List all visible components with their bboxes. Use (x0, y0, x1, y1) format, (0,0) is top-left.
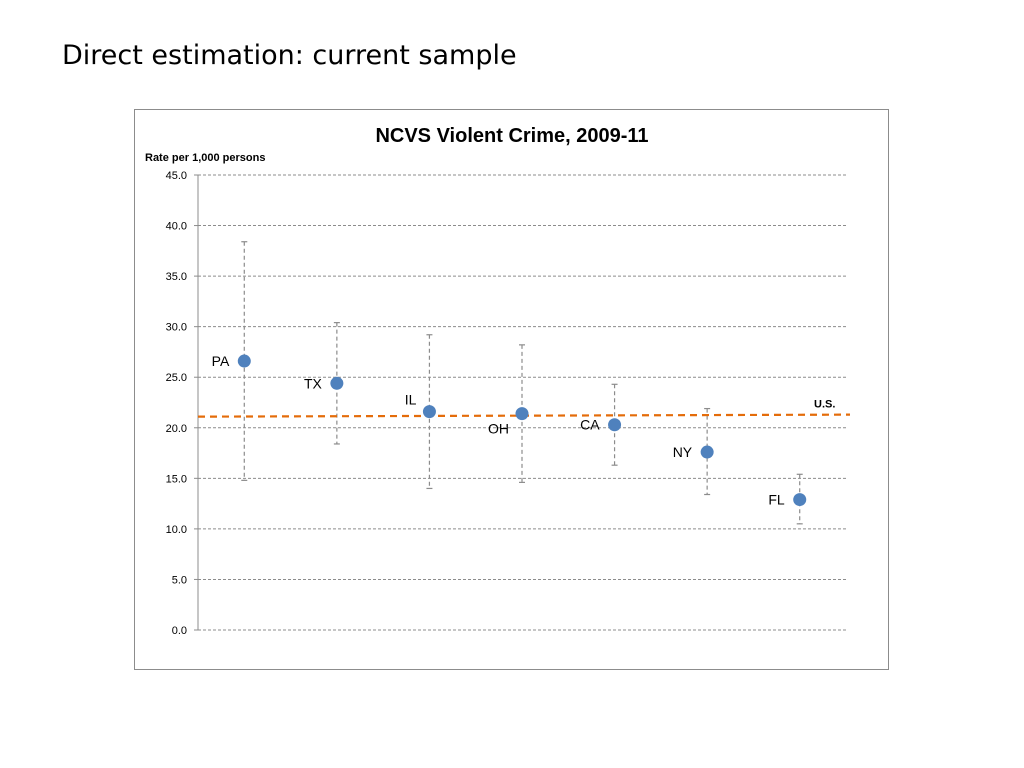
gridlines (198, 174, 846, 631)
point-label-oh: OH (488, 421, 509, 437)
y-tick-label: 40.0 (166, 221, 187, 233)
data-point-ny (700, 445, 714, 459)
y-tick-label: 35.0 (166, 271, 187, 283)
y-axis: 0.0 5.0 10.0 15.0 20.0 25.0 30.0 35.0 40.0 45.0 (166, 170, 199, 637)
y-tick-label: 30.0 (166, 322, 187, 334)
point-label-tx: TX (304, 375, 323, 391)
data-point-oh (515, 407, 529, 421)
y-tick-label: 15.0 (166, 473, 187, 485)
y-tick-label: 25.0 (166, 372, 187, 384)
data-points (237, 354, 807, 507)
point-label-pa: PA (212, 353, 230, 369)
y-tick-label: 10.0 (166, 524, 187, 536)
chart-frame (134, 109, 889, 670)
error-bars (241, 241, 803, 525)
y-tick-label: 45.0 (166, 170, 187, 182)
point-label-ca: CA (580, 417, 600, 433)
data-point-fl (793, 493, 807, 507)
chart-title: NCVS Violent Crime, 2009-11 (375, 125, 648, 147)
data-point-tx (330, 376, 344, 390)
point-label-fl: FL (768, 492, 785, 508)
y-tick-label: 20.0 (166, 423, 187, 435)
us-reference-label: U.S. (814, 399, 835, 411)
point-label-il: IL (405, 392, 417, 408)
y-tick-label: 5.0 (172, 574, 187, 586)
y-tick-label: 0.0 (172, 625, 187, 637)
data-point-ca (608, 418, 622, 432)
data-point-pa (237, 354, 251, 368)
slide-title: Direct estimation: current sample (62, 40, 517, 71)
y-axis-label: Rate per 1,000 persons (145, 152, 265, 164)
point-label-ny: NY (673, 444, 693, 460)
point-labels: PA TX IL OH CA NY FL (212, 353, 785, 508)
data-point-il (422, 405, 436, 419)
